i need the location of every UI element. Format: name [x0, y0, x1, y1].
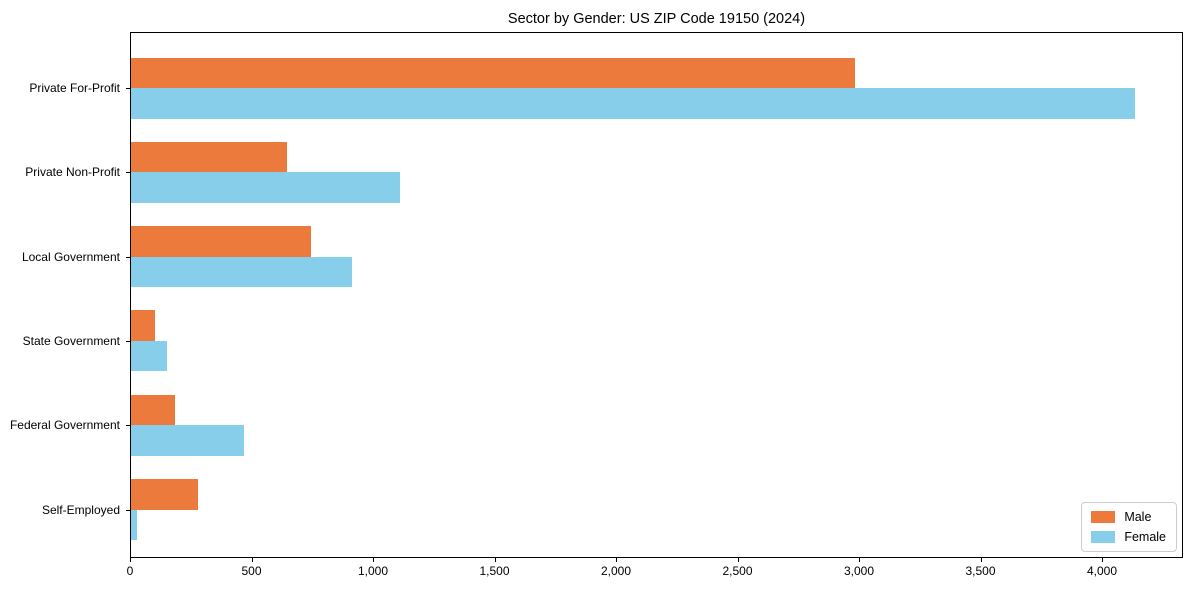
bar-female-private-non-profit	[131, 172, 400, 203]
x-tick-3500	[980, 558, 982, 562]
legend-label-male: Male	[1124, 510, 1152, 524]
x-tick-3000	[859, 558, 861, 562]
plot-area: Male Female	[130, 32, 1183, 558]
x-tick-2500	[737, 558, 739, 562]
bar-female-local-government	[131, 256, 353, 288]
y-tick-local-government	[126, 256, 130, 258]
x-tick-label-1000: 1,000	[357, 564, 389, 578]
x-tick-label-500: 500	[241, 564, 262, 578]
bar-male-federal-government	[131, 394, 175, 426]
y-label-private-non-profit: Private Non-Profit	[25, 165, 120, 180]
x-tick-4000	[1102, 558, 1104, 562]
y-tick-private-non-profit	[126, 172, 130, 174]
y-tick-federal-government	[126, 425, 130, 427]
bar-male-private-for-profit	[131, 57, 856, 88]
x-tick-500	[251, 558, 253, 562]
x-tick-1000	[373, 558, 374, 562]
male-swatch-icon	[1091, 511, 1116, 523]
bar-female-federal-government	[131, 425, 244, 456]
legend-item-male: Male	[1091, 510, 1166, 524]
x-tick-label-4000: 4,000	[1087, 564, 1118, 578]
legend: Male Female	[1081, 502, 1177, 552]
x-tick-label-3000: 3,000	[844, 564, 875, 578]
legend-item-female: Female	[1091, 530, 1166, 544]
bar-male-local-government	[131, 226, 311, 257]
x-tick-label-3500: 3,500	[965, 564, 996, 578]
chart-title: Sector by Gender: US ZIP Code 19150 (202…	[507, 11, 806, 27]
bar-female-private-for-profit	[131, 88, 1135, 119]
legend-label-female: Female	[1124, 530, 1166, 544]
x-tick-label-2500: 2,500	[722, 564, 753, 578]
y-label-private-for-profit: Private For-Profit	[29, 81, 120, 95]
bar-male-state-government	[131, 310, 156, 341]
y-tick-private-for-profit	[126, 88, 130, 89]
bar-male-private-non-profit	[131, 141, 287, 173]
female-swatch-icon	[1091, 531, 1116, 543]
y-label-local-government: Local Government	[21, 249, 120, 264]
y-label-federal-government: Federal Government	[9, 418, 120, 433]
x-tick-1500	[494, 558, 496, 562]
x-tick-label-0: 0	[126, 564, 134, 578]
bar-female-self-employed	[131, 509, 138, 540]
x-axis: 0 500 1,000 1,500 2,000 2,500 3,000 3,500 4,000	[126, 558, 1183, 588]
y-label-state-government: State Government	[22, 333, 120, 348]
bar-male-self-employed	[131, 479, 198, 510]
x-tick-label-1500: 1,500	[479, 564, 510, 578]
x-tick-label-2000: 2,000	[600, 564, 632, 578]
y-label-self-employed: Self-Employed	[41, 502, 120, 517]
y-axis: Private For-Profit Private Non-Profit Loca…	[0, 32, 130, 558]
y-tick-state-government	[126, 340, 130, 342]
y-tick-self-employed	[126, 509, 130, 511]
x-tick-0	[130, 558, 131, 562]
x-tick-2000	[616, 558, 617, 562]
bar-female-state-government	[131, 340, 168, 372]
